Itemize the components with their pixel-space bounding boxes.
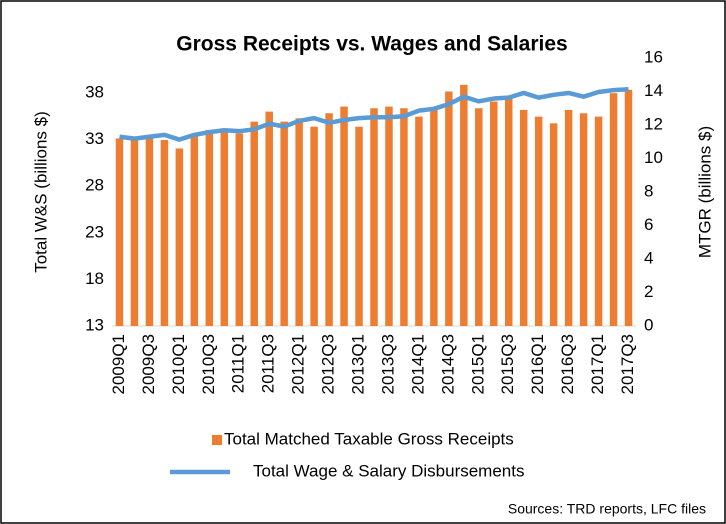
y2-tick-label: 0 (644, 315, 653, 334)
x-tick-label: 2015Q3 (498, 334, 517, 395)
y2-axis-label: MTGR (billions $) (695, 126, 714, 258)
bar (564, 109, 573, 326)
y-tick-label: 38 (85, 82, 104, 101)
y-axis-label: Total W&S (billions $) (31, 111, 50, 273)
bar (505, 98, 513, 326)
x-tick-label: 2010Q1 (169, 334, 188, 395)
x-tick-label: 2009Q1 (109, 334, 128, 395)
bar (295, 118, 303, 326)
y2-tick-label: 8 (644, 181, 653, 200)
bar (579, 113, 588, 327)
y-tick-label: 18 (85, 269, 104, 288)
bar (549, 123, 558, 326)
y-tick-label: 23 (85, 222, 104, 241)
bar (519, 109, 528, 326)
x-tick-label: 2010Q3 (199, 334, 218, 395)
y2-tick-label: 4 (644, 248, 653, 267)
bar (265, 111, 273, 326)
bar (190, 135, 199, 326)
x-tick-label: 2012Q1 (289, 334, 308, 395)
x-tick-label: 2016Q1 (528, 334, 547, 395)
bar (115, 138, 124, 326)
chart-title: Gross Receipts vs. Wages and Salaries (176, 33, 567, 56)
line (119, 86, 629, 142)
bar (250, 121, 258, 327)
y2-tick-label: 16 (644, 47, 663, 66)
x-tick-label: 2014Q1 (408, 334, 427, 395)
x-tick-label: 2013Q3 (378, 334, 397, 395)
bar (445, 91, 453, 326)
y2-tick-label: 10 (644, 148, 663, 167)
bar (430, 109, 438, 326)
bar (160, 140, 169, 326)
bar (460, 84, 468, 326)
bar (325, 113, 333, 327)
y2-tick-label: 12 (644, 114, 663, 133)
y2-tick-label: 6 (644, 215, 653, 234)
x-tick-label: 2013Q1 (349, 334, 368, 395)
bar (534, 116, 543, 326)
x-tick-label: 2014Q3 (438, 334, 457, 395)
x-tick-label: 2015Q1 (468, 334, 487, 395)
bar (400, 108, 408, 326)
y-tick-label: 33 (85, 129, 104, 148)
y2-tick-label: 2 (644, 282, 653, 301)
x-tick-label: 2016Q3 (558, 334, 577, 395)
bar (205, 130, 214, 326)
x-tick-label: 2009Q3 (139, 334, 158, 395)
bar (370, 108, 378, 326)
y-tick-label: 28 (85, 176, 104, 195)
bar (220, 128, 229, 326)
bar (624, 89, 633, 326)
bar (340, 106, 348, 326)
bar (475, 108, 483, 326)
bar (609, 93, 618, 326)
bar (490, 101, 498, 326)
source-note: Sources: TRD reports, LFC files (508, 501, 706, 517)
legend-label: Total Wage & Salary Disbursements (253, 461, 524, 480)
bar (355, 126, 363, 326)
x-tick-label: 2012Q3 (319, 334, 338, 395)
bar (415, 116, 423, 326)
y-tick-label: 13 (85, 315, 104, 334)
x-tick-label: 2011Q1 (229, 334, 248, 393)
bar (310, 126, 318, 326)
bar (594, 116, 603, 326)
x-tick-label: 2017Q3 (618, 334, 637, 395)
legend-swatch (212, 435, 222, 445)
x-tick-label: 2017Q1 (588, 334, 607, 395)
x-tick-label: 2011Q3 (259, 334, 278, 393)
bar (385, 106, 393, 326)
bar (175, 148, 184, 326)
legend-label: Total Matched Taxable Gross Receipts (224, 429, 514, 448)
bar (130, 140, 139, 326)
y2-tick-label: 14 (644, 81, 663, 100)
bar (145, 138, 154, 326)
bar (280, 121, 288, 327)
bar (235, 133, 243, 326)
